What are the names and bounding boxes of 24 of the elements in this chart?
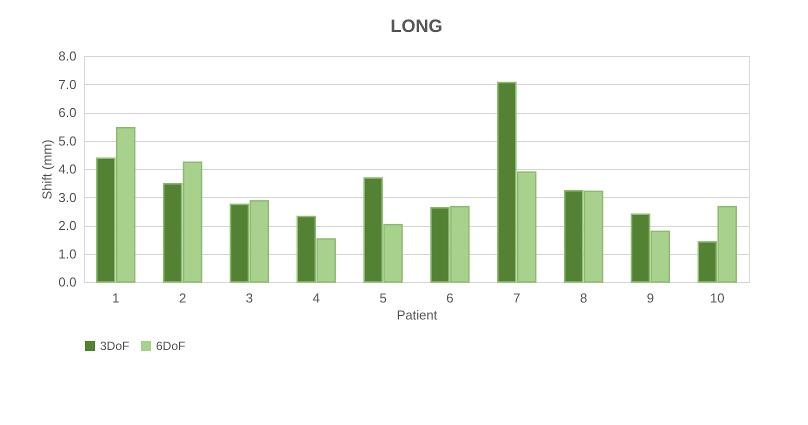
x-tick-label: 9	[646, 290, 654, 306]
x-tick-label: 1	[112, 290, 120, 306]
x-tick-label: 7	[513, 290, 520, 306]
x-tick-label: 3	[246, 290, 254, 306]
x-tick-label: 4	[312, 290, 320, 306]
y-tick-label: 1.0	[58, 246, 76, 262]
y-tick-label: 7.0	[58, 76, 76, 92]
y-tick-label: 4.0	[58, 162, 76, 176]
x-tick-label: 2	[178, 290, 186, 306]
y-tick-label: 3.0	[58, 190, 76, 205]
y-tick-label: 0.0	[58, 274, 76, 290]
y-tick-label: 6.0	[58, 105, 76, 120]
x-tick-label: 10	[710, 290, 724, 306]
legend-label: 6DoF	[156, 339, 186, 353]
y-tick-label: 2.0	[58, 218, 76, 233]
x-tick-label: 5	[379, 290, 387, 306]
x-tick-label: 6	[446, 290, 454, 306]
y-tick-label: 8.0	[58, 48, 76, 64]
legend-label: 3DoF	[100, 339, 130, 353]
y-axis-title: Shift (mm)	[39, 140, 54, 200]
x-axis-title: Patient	[396, 308, 438, 322]
x-tick-label: 8	[580, 290, 588, 306]
chart-title: LONG	[390, 16, 442, 36]
y-tick-label: 5.0	[58, 133, 76, 148]
